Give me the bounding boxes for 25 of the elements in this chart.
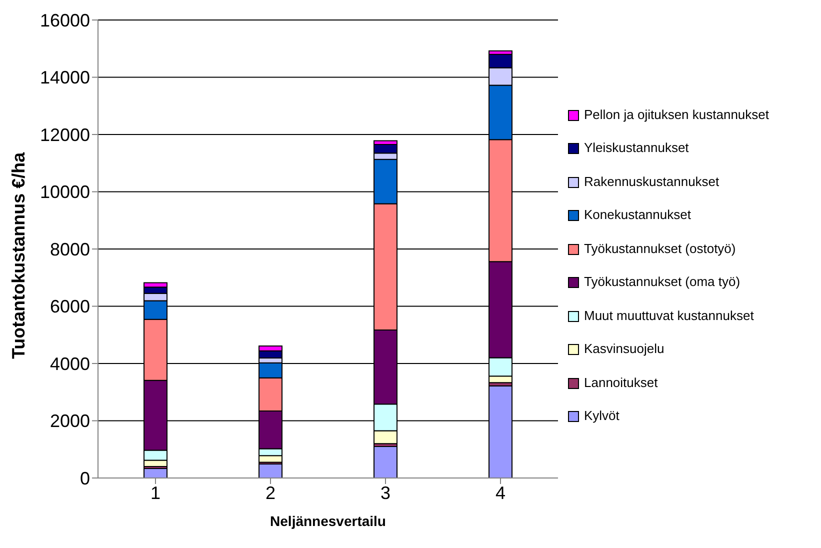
y-tick-label: 14000 (40, 68, 90, 88)
y-tick-label: 2000 (50, 411, 90, 432)
legend-label: Lannoitukset (584, 374, 659, 390)
x-tick-label: 2 (265, 482, 276, 503)
y-tick-label: 10000 (40, 182, 90, 202)
legend-label: Kasvinsuojelu (584, 341, 666, 356)
legend-label: Rakennuskustannukset (584, 174, 720, 188)
x-tick-label: 3 (380, 482, 391, 503)
x-tick-label: 4 (495, 482, 506, 503)
x-tick-label: 1 (150, 482, 161, 503)
y-tick-label: 8000 (50, 239, 90, 260)
legend-label: Muut muuttuvat kustannukset (584, 308, 755, 322)
legend-label: Konekustannukset (584, 207, 692, 222)
legend-label: Yleiskustannukset (584, 140, 690, 155)
y-tick-label: 4000 (50, 354, 90, 374)
y-tick-label: 16000 (40, 10, 90, 30)
y-axis-title: Tuotantokustannus €/ha (8, 151, 28, 359)
x-axis-title: Neljännesvertailu (270, 513, 386, 529)
legend-label: Pellon ja ojituksen kustannukset (584, 106, 770, 122)
y-tick-label: 12000 (40, 124, 90, 145)
legend-label: Kylvöt (584, 408, 620, 423)
y-tick-label: 0 (80, 468, 90, 488)
y-tick-label: 6000 (50, 296, 90, 317)
legend-label: Työkustannukset (ostotyö) (584, 240, 737, 256)
legend-label: Työkustannukset (oma työ) (584, 274, 742, 289)
